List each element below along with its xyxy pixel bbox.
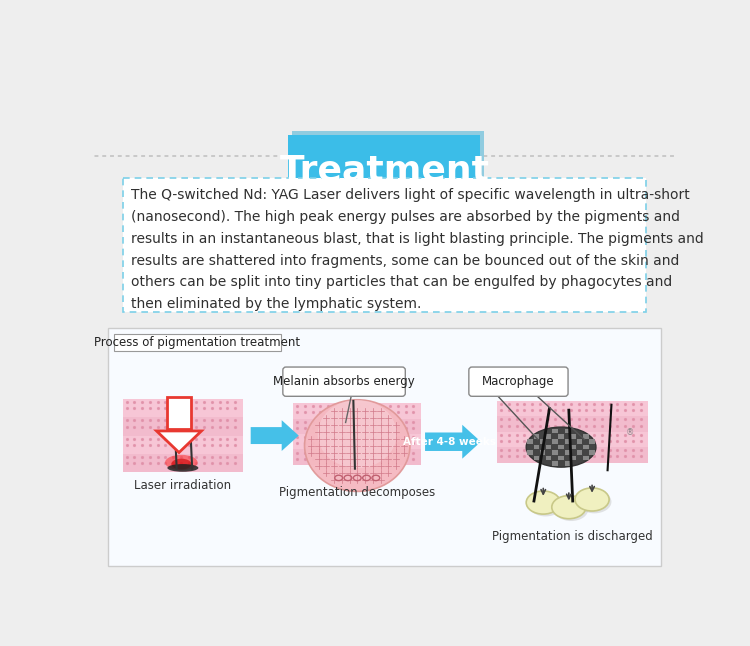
- Ellipse shape: [318, 400, 397, 468]
- FancyBboxPatch shape: [293, 434, 422, 450]
- Polygon shape: [157, 431, 202, 452]
- Text: ®: ®: [626, 428, 634, 437]
- FancyBboxPatch shape: [497, 401, 648, 463]
- FancyBboxPatch shape: [565, 439, 570, 444]
- FancyBboxPatch shape: [565, 461, 570, 466]
- FancyBboxPatch shape: [293, 450, 422, 465]
- Ellipse shape: [578, 490, 611, 514]
- Text: Melanin absorbs energy: Melanin absorbs energy: [273, 375, 415, 388]
- FancyBboxPatch shape: [123, 178, 646, 313]
- FancyBboxPatch shape: [114, 334, 280, 351]
- FancyBboxPatch shape: [123, 454, 243, 472]
- FancyBboxPatch shape: [123, 435, 243, 454]
- Text: Treatment: Treatment: [279, 154, 489, 188]
- Text: After 4-8 weeks: After 4-8 weeks: [403, 437, 496, 447]
- FancyBboxPatch shape: [565, 450, 570, 455]
- FancyBboxPatch shape: [540, 439, 545, 444]
- FancyBboxPatch shape: [552, 439, 557, 444]
- Ellipse shape: [575, 488, 609, 511]
- FancyBboxPatch shape: [552, 450, 557, 455]
- FancyBboxPatch shape: [546, 445, 551, 450]
- FancyBboxPatch shape: [590, 439, 595, 444]
- Text: Process of pigmentation treatment: Process of pigmentation treatment: [94, 336, 300, 349]
- FancyBboxPatch shape: [288, 135, 481, 222]
- FancyBboxPatch shape: [584, 434, 589, 439]
- Text: Pigmentation decomposes: Pigmentation decomposes: [279, 486, 435, 499]
- FancyBboxPatch shape: [558, 434, 564, 439]
- FancyBboxPatch shape: [571, 445, 576, 450]
- FancyBboxPatch shape: [584, 445, 589, 450]
- FancyBboxPatch shape: [527, 439, 532, 444]
- FancyBboxPatch shape: [533, 434, 539, 439]
- FancyBboxPatch shape: [283, 367, 405, 396]
- Ellipse shape: [167, 464, 198, 472]
- FancyBboxPatch shape: [571, 455, 576, 460]
- FancyBboxPatch shape: [577, 439, 583, 444]
- Ellipse shape: [526, 427, 596, 467]
- Text: Pigmentation is discharged: Pigmentation is discharged: [492, 530, 653, 543]
- Ellipse shape: [554, 498, 588, 521]
- FancyBboxPatch shape: [577, 450, 583, 455]
- Text: The Q-switched Nd: YAG Laser delivers light of specific wavelength in ultra-shor: The Q-switched Nd: YAG Laser delivers li…: [131, 189, 703, 311]
- FancyBboxPatch shape: [497, 447, 648, 463]
- Text: Theory: Theory: [314, 183, 454, 217]
- FancyBboxPatch shape: [292, 131, 484, 218]
- FancyBboxPatch shape: [590, 450, 595, 455]
- Text: Laser irradiation: Laser irradiation: [134, 479, 232, 492]
- FancyBboxPatch shape: [584, 455, 589, 460]
- FancyBboxPatch shape: [571, 434, 576, 439]
- Polygon shape: [425, 425, 481, 459]
- FancyBboxPatch shape: [167, 397, 190, 430]
- Ellipse shape: [165, 455, 197, 470]
- FancyBboxPatch shape: [108, 328, 661, 567]
- FancyBboxPatch shape: [527, 450, 532, 455]
- FancyBboxPatch shape: [123, 417, 243, 435]
- FancyBboxPatch shape: [540, 450, 545, 455]
- FancyBboxPatch shape: [497, 432, 648, 447]
- FancyBboxPatch shape: [497, 416, 648, 432]
- FancyBboxPatch shape: [497, 401, 648, 416]
- Ellipse shape: [529, 494, 562, 516]
- Polygon shape: [251, 420, 298, 451]
- FancyBboxPatch shape: [293, 403, 422, 465]
- FancyBboxPatch shape: [558, 445, 564, 450]
- FancyBboxPatch shape: [558, 455, 564, 460]
- FancyBboxPatch shape: [546, 455, 551, 460]
- FancyBboxPatch shape: [293, 419, 422, 434]
- Ellipse shape: [526, 491, 560, 514]
- Ellipse shape: [552, 495, 586, 519]
- FancyBboxPatch shape: [123, 399, 243, 417]
- Ellipse shape: [304, 400, 410, 492]
- FancyBboxPatch shape: [533, 445, 539, 450]
- FancyBboxPatch shape: [533, 455, 539, 460]
- FancyBboxPatch shape: [469, 367, 568, 396]
- Text: Macrophage: Macrophage: [482, 375, 555, 388]
- FancyBboxPatch shape: [123, 399, 243, 472]
- FancyBboxPatch shape: [552, 429, 557, 433]
- FancyBboxPatch shape: [565, 429, 570, 433]
- FancyBboxPatch shape: [552, 461, 557, 466]
- FancyBboxPatch shape: [546, 434, 551, 439]
- Ellipse shape: [171, 459, 191, 470]
- FancyBboxPatch shape: [293, 403, 422, 419]
